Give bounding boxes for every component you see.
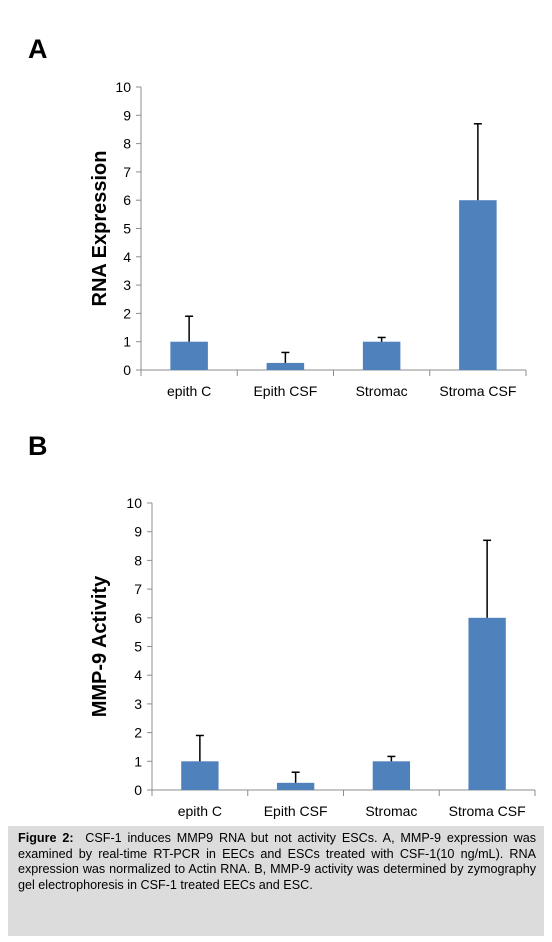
y-tick-label: 3	[123, 277, 131, 293]
y-tick-label: 2	[123, 305, 131, 321]
bar-stroma-csf	[468, 617, 506, 790]
y-tick-label: 9	[123, 107, 131, 123]
caption-label: Figure 2:	[18, 831, 74, 845]
x-tick-label: Stromac	[356, 383, 408, 399]
panel-letter: A	[28, 34, 48, 64]
y-tick-label: 7	[134, 581, 142, 597]
bar-epith-csf	[266, 362, 305, 370]
y-tick-label: 4	[123, 249, 131, 265]
y-tick-label: 3	[134, 696, 142, 712]
chart-b: B 0 1 2 3 4 5 6 7 8 9 10 epith C Epith CSF Stromac Stro…	[28, 431, 536, 819]
bar-epith-c	[181, 761, 219, 790]
y-tick-label: 8	[134, 552, 142, 568]
y-tick-label: 10	[115, 79, 131, 95]
y-tick-label: 10	[126, 495, 142, 511]
figure-caption: Figure 2: CSF-1 induces MMP9 RNA but not…	[8, 826, 544, 936]
y-tick-label: 6	[123, 192, 131, 208]
y-tick-label: 7	[123, 164, 131, 180]
y-tick-label: 5	[134, 639, 142, 655]
y-axis-label: MMP-9 Activity	[89, 575, 111, 717]
y-tick-label: 6	[134, 610, 142, 626]
bar-epith-csf	[276, 782, 315, 790]
y-tick-label: 0	[134, 782, 142, 798]
bar-stromac	[372, 761, 411, 790]
y-tick-label: 8	[123, 136, 131, 152]
x-tick-label: epith C	[167, 383, 211, 399]
y-axis-label: RNA Expression	[89, 151, 111, 307]
x-tick-label: Epith CSF	[253, 383, 317, 399]
x-tick-label: Epith CSF	[264, 803, 328, 819]
y-tick-label: 9	[134, 524, 142, 540]
x-tick-label: Stroma CSF	[449, 803, 526, 819]
y-tick-label: 0	[123, 362, 131, 378]
caption-text: CSF-1 induces MMP9 RNA but not activity …	[18, 831, 537, 892]
chart-a: A 0 1 2 3 4 5 6 7 8 9 10 epith C Epith CSF Stromac Stro…	[28, 34, 527, 399]
panel-letter: B	[28, 431, 48, 461]
bar-stroma-csf	[459, 200, 497, 370]
y-tick-label: 5	[123, 221, 131, 237]
y-tick-label: 4	[134, 667, 142, 683]
x-tick-label: Stroma CSF	[439, 383, 516, 399]
y-tick-label: 1	[134, 753, 142, 769]
y-tick-label: 2	[134, 725, 142, 741]
bar-epith-c	[170, 341, 208, 370]
x-tick-label: Stromac	[365, 803, 417, 819]
x-tick-label: epith C	[178, 803, 222, 819]
y-tick-label: 1	[123, 334, 131, 350]
bar-stromac	[362, 341, 401, 370]
